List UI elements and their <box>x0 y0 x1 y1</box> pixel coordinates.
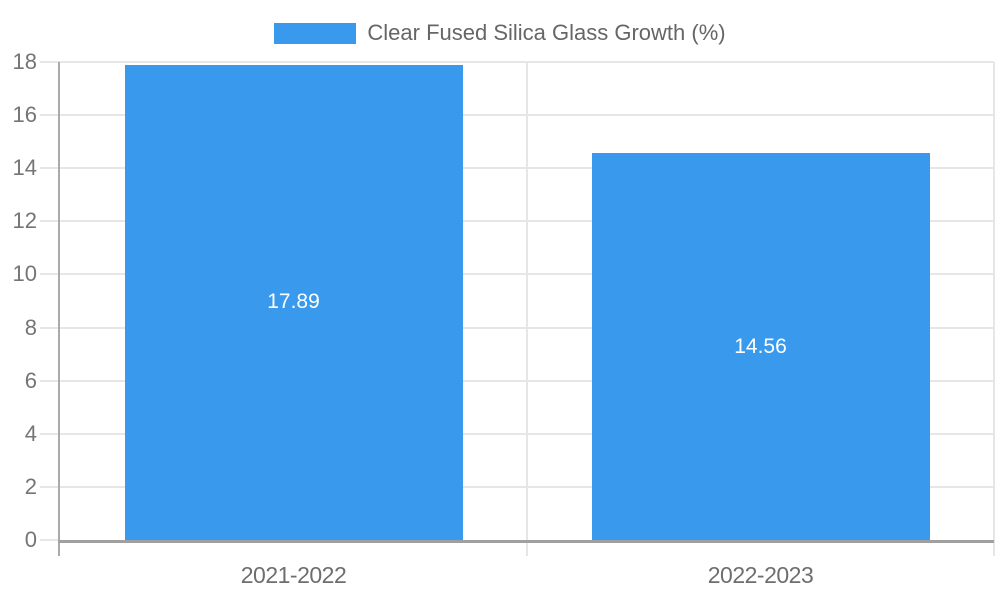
y-axis-tick-label: 4 <box>24 420 37 446</box>
x-axis-category-label: 2021-2022 <box>240 562 347 588</box>
y-axis-tick-label: 18 <box>12 49 37 74</box>
bar-value-label: 17.89 <box>267 290 320 314</box>
y-gridline <box>40 114 994 117</box>
y-gridline <box>40 167 994 170</box>
y-axis-line <box>58 62 60 556</box>
x-gridline <box>526 62 528 556</box>
bar[interactable]: 17.89 <box>124 64 463 540</box>
y-axis-tick-label: 0 <box>24 527 37 552</box>
y-axis-tick-label: 12 <box>12 208 37 234</box>
legend-item[interactable]: Clear Fused Silica Glass Growth (%) <box>0 19 1000 47</box>
y-axis-tick-label: 16 <box>12 102 37 128</box>
y-gridline <box>40 379 994 382</box>
y-axis-tick-label: 8 <box>24 314 37 340</box>
y-gridline <box>40 432 994 435</box>
y-gridline <box>40 485 994 488</box>
y-axis-tick-label: 10 <box>12 261 37 287</box>
x-axis-category-label: 2022-2023 <box>707 562 814 588</box>
y-axis-tick-label: 2 <box>24 473 37 499</box>
bar[interactable]: 14.56 <box>591 153 930 540</box>
y-gridline <box>40 61 994 63</box>
x-axis-line <box>58 540 994 543</box>
y-axis-tick-label: 6 <box>24 367 37 393</box>
y-gridline <box>40 326 994 329</box>
legend-swatch <box>274 22 357 44</box>
x-gridline <box>993 62 995 556</box>
y-gridline <box>40 220 994 223</box>
y-tick <box>40 539 60 541</box>
bar-value-label: 14.56 <box>734 334 787 358</box>
y-gridline <box>40 273 994 276</box>
legend-label: Clear Fused Silica Glass Growth (%) <box>367 20 726 45</box>
y-axis-tick-label: 14 <box>12 155 37 181</box>
